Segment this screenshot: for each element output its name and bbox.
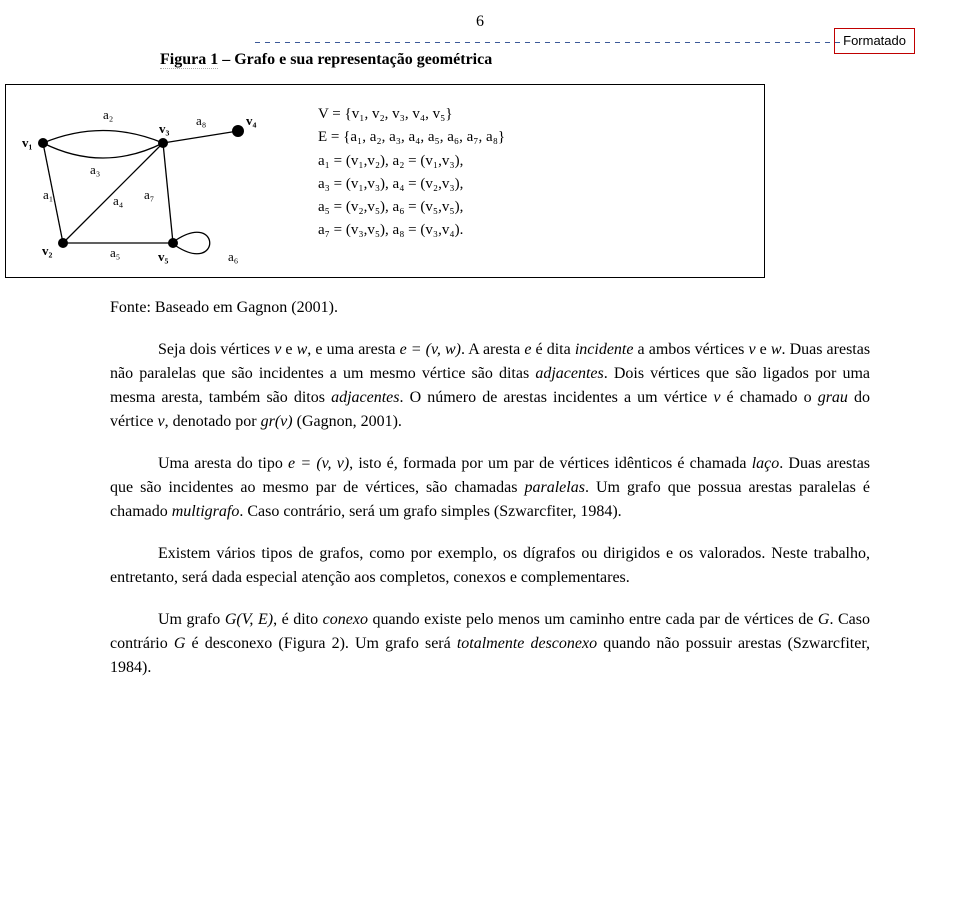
figure-source: Fonte: Baseado em Gagnon (2001). (110, 296, 870, 320)
svg-text:a₆: a₆ (228, 249, 238, 264)
paragraph-3: Existem vários tipos de grafos, como por… (110, 542, 870, 590)
figure-container: a₂ a₃ a₁ a₄ a₅ a₇ a₈ a₆ v₁ v₂ v₃ v₄ v₅ V = {v₁, v₂, … (5, 84, 765, 278)
graph-diagram: a₂ a₃ a₁ a₄ a₅ a₇ a₈ a₆ v₁ v₂ v₃ v₄ v₅ (18, 103, 298, 273)
figure-name: – Grafo e sua representação geométrica (218, 51, 492, 68)
svg-text:a₁: a₁ (43, 187, 53, 202)
callout-connector (255, 42, 845, 43)
format-callout: Formatado (834, 28, 915, 54)
figure-title: Figura 1 – Grafo e sua representação geo… (160, 48, 870, 72)
paragraph-4: Um grafo G(V, E), é dito conexo quando e… (110, 608, 870, 680)
graph-equations: V = {v₁, v₂, v₃, v₄, v₅}E = {a₁, a₂, a₃,… (318, 103, 505, 243)
svg-text:a₈: a₈ (196, 113, 206, 128)
svg-text:a₃: a₃ (90, 162, 100, 177)
equation-line: a₃ = (v₁,v₃), a₄ = (v₂,v₃), (318, 173, 505, 196)
equation-line: a₁ = (v₁,v₂), a₂ = (v₁,v₃), (318, 150, 505, 173)
page-number: 6 (476, 10, 484, 34)
svg-text:a₂: a₂ (103, 107, 113, 122)
svg-text:v₄: v₄ (246, 113, 257, 128)
equation-line: E = {a₁, a₂, a₃, a₄, a₅, a₆, a₇, a₈} (318, 126, 505, 149)
paragraph-2: Uma aresta do tipo e = (v, v), isto é, f… (110, 452, 870, 524)
equation-line: a₅ = (v₂,v₅), a₆ = (v₅,v₅), (318, 196, 505, 219)
svg-text:a₄: a₄ (113, 193, 124, 208)
figure-number: Figura 1 (160, 51, 218, 69)
equation-line: a₇ = (v₃,v₅), a₈ = (v₃,v₄). (318, 219, 505, 242)
paragraph-1: Seja dois vértices v e w, e uma aresta e… (110, 338, 870, 434)
svg-text:a₅: a₅ (110, 245, 120, 260)
equation-line: V = {v₁, v₂, v₃, v₄, v₅} (318, 103, 505, 126)
svg-text:v₃: v₃ (159, 121, 170, 136)
svg-text:v₂: v₂ (42, 243, 53, 258)
svg-text:v₅: v₅ (158, 249, 169, 264)
svg-text:a₇: a₇ (144, 187, 154, 202)
svg-text:v₁: v₁ (22, 135, 33, 150)
